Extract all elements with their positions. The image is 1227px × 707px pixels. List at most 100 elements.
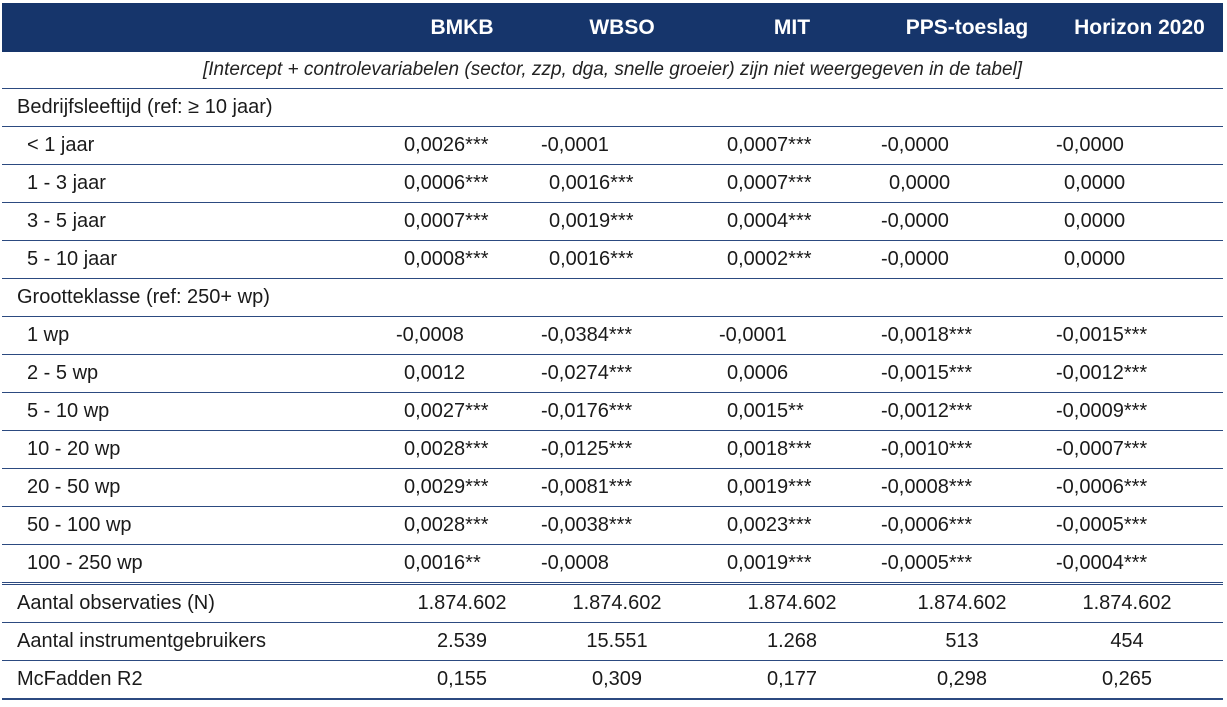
row-label: Aantal observaties (N) <box>17 592 215 614</box>
section-size-label: Grootteklasse (ref: 250+ wp) <box>17 286 270 308</box>
table-row: 5 - 10 jaar 0,0008*** 0,0016*** 0,0002*** -0… <box>2 241 1223 279</box>
row-label: 1 - 3 jaar <box>27 172 106 194</box>
row-value: 2.539 <box>436 630 488 652</box>
row-value: 0,0007*** <box>404 210 489 232</box>
col-header-horizon: Horizon 2020 <box>1074 16 1205 39</box>
row-value: 0,0002*** <box>727 248 812 270</box>
row-value: -0,0000 <box>1056 134 1124 156</box>
row-value: 0,0023*** <box>727 514 812 536</box>
col-header-pps: PPS-toeslag <box>905 16 1029 39</box>
table-row: 5 - 10 wp 0,0027*** -0,0176*** 0,0015** -0,0… <box>2 393 1223 431</box>
row-value: 0,265 <box>1101 668 1153 690</box>
row-value: 0,0015** <box>727 400 804 422</box>
row-value: 513 <box>945 630 979 652</box>
row-value: 0,298 <box>936 668 988 690</box>
row-value: -0,0015*** <box>881 362 973 384</box>
row-value: 0,155 <box>436 668 488 690</box>
section-age-label: Bedrijfsleeftijd (ref: ≥ 10 jaar) <box>17 96 273 118</box>
row-value: 1.874.602 <box>572 592 662 614</box>
row-label: 5 - 10 jaar <box>27 248 118 270</box>
row-value: -0,0009*** <box>1056 400 1148 422</box>
row-value: 454 <box>1110 630 1144 652</box>
table-row: 20 - 50 wp 0,0029*** -0,0081*** 0,0019*** -0… <box>2 469 1223 507</box>
table-row: 10 - 20 wp 0,0028*** -0,0125*** 0,0018*** -0… <box>2 431 1223 469</box>
col-header-wbso: WBSO <box>589 16 655 39</box>
row-value: 0,0026*** <box>404 134 489 156</box>
row-value: 1.874.602 <box>417 592 507 614</box>
table-row: 100 - 250 wp 0,0016** -0,0008 0,0019*** -0,0… <box>2 545 1223 585</box>
row-label: 5 - 10 wp <box>27 400 110 422</box>
row-value: 0,0000 <box>1064 172 1126 194</box>
col-header-mit: MIT <box>773 16 811 39</box>
row-value: -0,0008*** <box>881 476 973 498</box>
section-size: Grootteklasse (ref: 250+ wp) <box>2 279 1223 317</box>
row-value: 0,0006*** <box>404 172 489 194</box>
row-value: -0,0038*** <box>541 514 633 536</box>
row-value: 0,0018*** <box>727 438 812 460</box>
row-label: 1 wp <box>27 324 70 346</box>
table-row: Aantal instrumentgebruikers 2.539 15.551 1.… <box>2 623 1223 661</box>
row-value: 1.268 <box>766 630 818 652</box>
row-value: -0,0001 <box>541 134 609 156</box>
row-value: 0,0000 <box>1064 210 1126 232</box>
table-row: 3 - 5 jaar 0,0007*** 0,0019*** 0,0004*** -0,… <box>2 203 1223 241</box>
row-label: 100 - 250 wp <box>27 552 143 574</box>
row-value: 0,0028*** <box>404 514 489 536</box>
row-value: 0,0016*** <box>549 172 634 194</box>
row-value: 0,0012 <box>404 362 466 384</box>
row-value: -0,0000 <box>881 210 949 232</box>
section-age: Bedrijfsleeftijd (ref: ≥ 10 jaar) <box>2 89 1223 127</box>
row-value: 0,0027*** <box>404 400 489 422</box>
row-label: 50 - 100 wp <box>27 514 132 536</box>
table-row: Aantal observaties (N) 1.874.602 1.874.602… <box>2 585 1223 623</box>
row-value: 0,0029*** <box>404 476 489 498</box>
row-value: -0,0008 <box>396 324 464 346</box>
row-value: 0,0016** <box>404 552 481 574</box>
row-value: -0,0000 <box>881 248 949 270</box>
row-value: -0,0018*** <box>881 324 973 346</box>
row-label: 10 - 20 wp <box>27 438 121 460</box>
row-value: -0,0015*** <box>1056 324 1148 346</box>
row-label: 3 - 5 jaar <box>27 210 106 232</box>
row-value: 0,0000 <box>889 172 951 194</box>
row-value: -0,0001 <box>719 324 787 346</box>
row-value: -0,0012*** <box>1056 362 1148 384</box>
row-value: -0,0008 <box>541 552 609 574</box>
row-value: -0,0007*** <box>1056 438 1148 460</box>
row-value: 0,0007*** <box>727 134 812 156</box>
table-header: BMKB WBSO MIT PPS-toeslag Horizon 2020 <box>2 3 1223 52</box>
row-value: -0,0005*** <box>881 552 973 574</box>
table-note: [Intercept + controlevariabelen (sector,… <box>2 52 1223 89</box>
table-row: 2 - 5 wp 0,0012 -0,0274*** 0,0006 -0,0015***… <box>2 355 1223 393</box>
row-label: < 1 jaar <box>27 134 95 156</box>
row-value: 15.551 <box>586 630 648 652</box>
row-value: 1.874.602 <box>747 592 837 614</box>
table-row: 50 - 100 wp 0,0028*** -0,0038*** 0,0023*** -… <box>2 507 1223 545</box>
row-label: 20 - 50 wp <box>27 476 121 498</box>
col-header-bmkb: BMKB <box>430 16 494 39</box>
row-value: -0,0004*** <box>1056 552 1148 574</box>
row-value: -0,0010*** <box>881 438 973 460</box>
row-value: -0,0384*** <box>541 324 633 346</box>
row-value: 0,0008*** <box>404 248 489 270</box>
row-value: 0,177 <box>766 668 818 690</box>
row-value: -0,0005*** <box>1056 514 1148 536</box>
row-label: 2 - 5 wp <box>27 362 99 384</box>
row-value: 0,0007*** <box>727 172 812 194</box>
row-value: 0,0019*** <box>727 552 812 574</box>
row-value: -0,0081*** <box>541 476 633 498</box>
row-value: 0,0019*** <box>549 210 634 232</box>
row-value: -0,0125*** <box>541 438 633 460</box>
row-label: McFadden R2 <box>17 668 143 690</box>
row-value: 0,309 <box>591 668 643 690</box>
table-row: McFadden R2 0,155 0,309 0,177 0,298 0,265 <box>2 661 1223 700</box>
row-value: -0,0176*** <box>541 400 633 422</box>
row-value: 0,0019*** <box>727 476 812 498</box>
row-value: 0,0016*** <box>549 248 634 270</box>
row-value: -0,0006*** <box>881 514 973 536</box>
row-value: 0,0028*** <box>404 438 489 460</box>
row-value: -0,0012*** <box>881 400 973 422</box>
row-value: -0,0274*** <box>541 362 633 384</box>
table-row: 1 wp -0,0008 -0,0384*** -0,0001 -0,0018*** -0… <box>2 317 1223 355</box>
row-value: 1.874.602 <box>917 592 1007 614</box>
